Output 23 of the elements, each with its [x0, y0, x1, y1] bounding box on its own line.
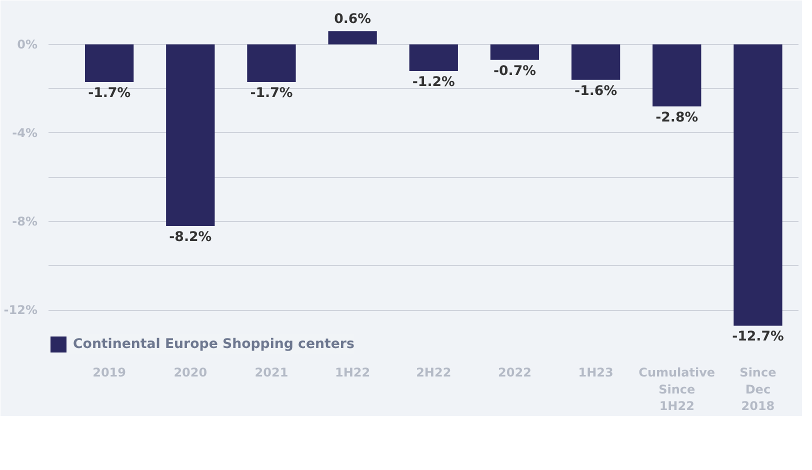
x-tick-label: 2021	[254, 366, 288, 380]
data-label: 0.6%	[334, 12, 372, 28]
data-label: -0.7%	[493, 64, 536, 79]
legend-label: Continental Europe Shopping centers	[73, 336, 354, 352]
data-label: -8.2%	[169, 230, 212, 246]
y-tick-label: -12%	[4, 303, 38, 318]
x-tick-label: 1H23	[578, 366, 614, 380]
data-label: -1.7%	[250, 86, 293, 102]
x-tick-label: 2020	[174, 366, 208, 380]
data-label: -1.2%	[412, 74, 455, 90]
y-tick-label: 0%	[17, 37, 38, 52]
x-tick-label: 1H22	[335, 366, 370, 380]
x-tick-label: Since Dec 2018	[740, 366, 776, 414]
y-tick-label: -8%	[12, 214, 38, 229]
data-label: -2.8%	[656, 110, 698, 126]
x-tick-label: 2H22	[416, 366, 452, 380]
y-tick-label: -4%	[12, 126, 38, 140]
data-label: -1.7%	[88, 86, 131, 102]
data-label: -12.7%	[732, 330, 784, 345]
data-label: -1.6%	[574, 84, 618, 99]
x-tick-label: 2019	[92, 366, 126, 380]
x-tick-label: 2022	[498, 366, 532, 380]
x-tick-label: Cumulative Since 1H22	[638, 366, 716, 414]
